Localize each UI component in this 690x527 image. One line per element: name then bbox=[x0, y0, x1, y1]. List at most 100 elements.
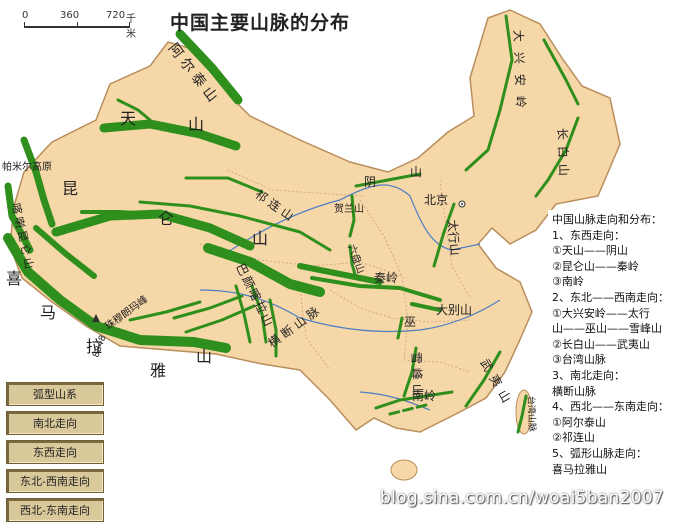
label-tian-2: 山 bbox=[188, 115, 204, 134]
china-land bbox=[9, 9, 621, 433]
taiwan-range bbox=[516, 394, 528, 434]
legend-item: 东西走向 bbox=[6, 440, 104, 464]
bayankala-range bbox=[172, 294, 244, 320]
scale-unit: 千米 bbox=[126, 14, 136, 40]
kunlun-east bbox=[203, 243, 325, 297]
label-wu: 巫 bbox=[404, 315, 416, 329]
label-tian-1: 天 bbox=[120, 109, 136, 128]
watermark: blog.sina.com.cn/woai5ban2007 bbox=[380, 488, 665, 508]
label-taiwan: 台湾山脉 bbox=[525, 396, 538, 432]
label-xuefeng: 雪峰山 bbox=[409, 352, 425, 400]
label-himalaya-4: 雅 bbox=[150, 361, 166, 380]
direction-legend: 弧型山系南北走向东西走向东北-西南走向 西北-东南走向 bbox=[6, 382, 104, 527]
wushan-range bbox=[396, 316, 404, 340]
summary-line: 1、东西走向： bbox=[552, 228, 625, 242]
summary-line: ②昆仑山——秦岭 bbox=[552, 259, 639, 273]
daxinganling-range bbox=[464, 14, 514, 172]
direction-summary: 中国山脉走向和分布： 1、东西走向： ①天山——阴山 ②昆仑山——秦岭 ③南岭 2、东北—… bbox=[548, 210, 690, 480]
summary-line: 2、东北——西南走向： bbox=[552, 290, 669, 304]
legend-item: 西北-东南走向 bbox=[6, 498, 104, 522]
qinling-main bbox=[297, 263, 383, 285]
nanling-dash bbox=[388, 402, 432, 416]
yinshan-range bbox=[354, 172, 422, 188]
map-canvas: 阿 尔 泰 山 天 山 昆 仑 山 祁 连 山 阴 山 贺兰山 六盘山 秦岭 大… bbox=[2, 9, 621, 481]
summary-line: ③台湾山脉 bbox=[552, 353, 606, 367]
hengduan-range-1 bbox=[234, 284, 252, 344]
summary-line: ②长白山——武夷山 bbox=[552, 337, 650, 351]
dabie-range bbox=[410, 302, 442, 312]
label-kunlun-1: 昆 bbox=[62, 179, 78, 198]
legend-label: 东西走向 bbox=[33, 446, 77, 459]
label-nanling: 南岭 bbox=[412, 388, 436, 403]
hengduan-range-3 bbox=[268, 298, 278, 358]
qilian-range bbox=[138, 200, 332, 252]
legend-item: 南北走向 bbox=[6, 411, 104, 435]
label-himalaya-1: 喜 bbox=[6, 269, 22, 288]
scale-label-0: 0 bbox=[22, 10, 29, 21]
helan-range bbox=[348, 194, 356, 238]
label-yin-2: 山 bbox=[410, 165, 422, 179]
changbai-range bbox=[534, 116, 580, 198]
wuyi-range bbox=[464, 350, 502, 408]
summary-line: 喜马拉雅山 bbox=[552, 462, 607, 476]
label-qinling: 秦岭 bbox=[374, 271, 398, 285]
china-mountain-map: 阿 尔 泰 山 天 山 昆 仑 山 祁 连 山 阴 山 贺兰山 六盘山 秦岭 大… bbox=[2, 9, 690, 522]
altai-range bbox=[175, 29, 243, 105]
taihang-range bbox=[432, 202, 456, 268]
tianshan-range bbox=[99, 119, 241, 151]
label-daxinganling: 大兴安岭 bbox=[511, 30, 529, 118]
legend-item: 东北-西南走向 bbox=[6, 469, 104, 493]
kunlun-branch bbox=[80, 210, 152, 216]
xuefeng-range bbox=[402, 346, 418, 398]
label-himalaya-5: 山 bbox=[196, 347, 212, 366]
legend-label: 西北-东南走向 bbox=[20, 504, 90, 517]
hainan-island bbox=[390, 459, 418, 481]
legend-swatch bbox=[6, 411, 104, 435]
summary-line: 横断山脉 bbox=[552, 384, 596, 398]
karakoram-range bbox=[4, 182, 34, 254]
summary-line: ①大兴安岭——太行 bbox=[552, 306, 650, 320]
summary-line: ③南岭 bbox=[552, 275, 584, 289]
summary-line: ①天山——阴山 bbox=[552, 244, 628, 258]
map-title: 中国主要山脉的分布 bbox=[170, 12, 351, 34]
mountain-ranges bbox=[3, 14, 580, 434]
lesser-xinganling-range bbox=[542, 38, 580, 106]
legend-label: 弧型山系 bbox=[33, 388, 77, 401]
himalaya-upper bbox=[33, 225, 97, 279]
summary-line: ②祁连山 bbox=[552, 431, 595, 445]
everest-marker bbox=[92, 314, 100, 322]
hengduan-range-2 bbox=[250, 284, 268, 344]
summary-line: 4、西北——东南走向： bbox=[552, 400, 669, 414]
liupan-range bbox=[348, 244, 358, 280]
label-kunlun-3: 山 bbox=[252, 229, 268, 248]
summary-line: ①阿尔泰山 bbox=[552, 415, 606, 429]
qilian-inner bbox=[184, 176, 264, 194]
legend-swatch bbox=[6, 440, 104, 464]
summary-line: 5、弧形山脉走向： bbox=[552, 446, 647, 460]
label-dabie: 大别山 bbox=[436, 303, 472, 317]
tianshan-north bbox=[116, 98, 152, 122]
label-pamir: 帕米尔高原 bbox=[2, 160, 52, 173]
tanggula-range bbox=[184, 304, 256, 334]
himalaya-range bbox=[3, 233, 231, 353]
legend-item: 弧型山系 bbox=[6, 382, 104, 406]
legend-swatch bbox=[6, 382, 104, 406]
legend-swatch bbox=[6, 469, 104, 493]
label-kunlun-2: 仑 bbox=[158, 209, 174, 228]
summary-line: 中国山脉走向和分布： bbox=[552, 213, 662, 226]
kunlun-range bbox=[51, 209, 255, 251]
pamir-ranges bbox=[20, 136, 56, 228]
nanling-range bbox=[374, 390, 454, 410]
gangdise-range bbox=[128, 300, 202, 322]
label-yin-1: 阴 bbox=[364, 175, 376, 189]
label-himalaya-2: 马 bbox=[40, 303, 56, 322]
qinling-range bbox=[310, 276, 442, 302]
legend-label: 东北-西南走向 bbox=[20, 475, 90, 488]
label-changbai: 长白山 bbox=[555, 128, 572, 183]
summary-line: 3、南北走向： bbox=[552, 368, 625, 382]
legend-label: 南北走向 bbox=[33, 417, 77, 430]
label-taihang: 太行山 bbox=[445, 219, 463, 256]
label-beijing: 北京 bbox=[424, 193, 448, 207]
label-helan: 贺兰山 bbox=[334, 202, 364, 215]
label-himalaya-3: 拉 bbox=[86, 337, 102, 356]
